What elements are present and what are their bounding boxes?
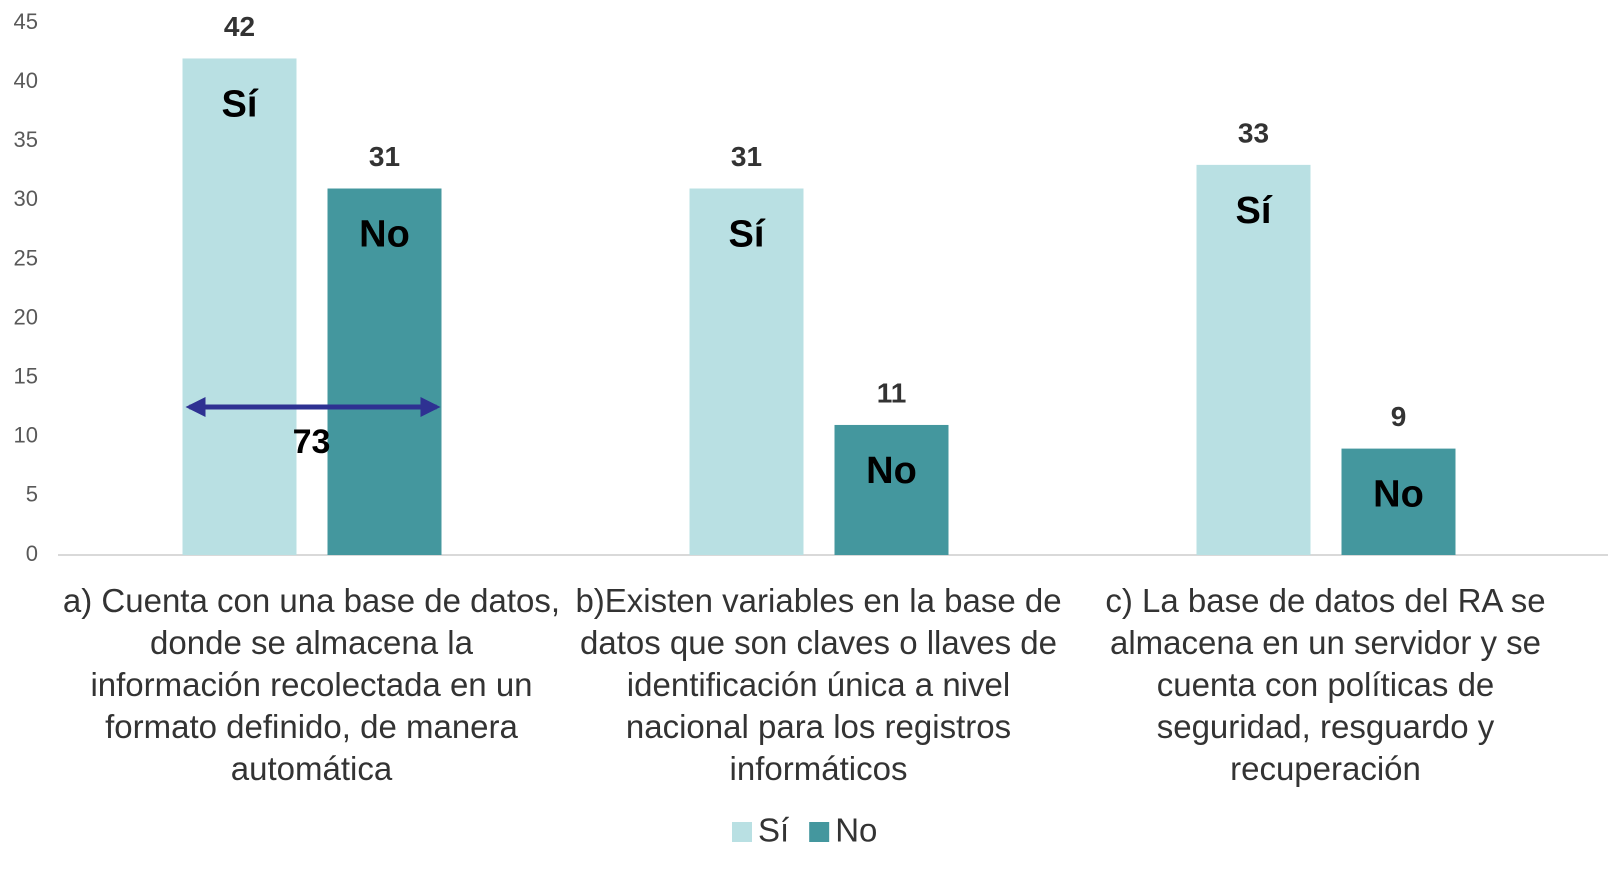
x-tick-label: c) La base de datos del RA se almacena e…: [1105, 582, 1546, 787]
bar-label: No: [1373, 474, 1424, 516]
value-label: 31: [369, 141, 400, 172]
value-label: 9: [1391, 401, 1407, 432]
bar: [689, 188, 804, 555]
y-tick-label: 10: [14, 423, 38, 448]
y-tick-label: 45: [14, 9, 38, 34]
bar-label: No: [866, 450, 917, 492]
y-tick-label: 35: [14, 127, 38, 152]
legend-swatch: [809, 822, 830, 842]
legend-label: No: [835, 812, 877, 849]
legend-label: Sí: [758, 812, 789, 849]
value-label: 42: [224, 11, 255, 42]
value-label: 31: [731, 141, 762, 172]
y-tick-label: 20: [14, 304, 38, 329]
y-tick-label: 15: [14, 363, 38, 388]
value-label: 33: [1238, 117, 1269, 148]
bar: [327, 188, 442, 555]
bar: [834, 424, 949, 555]
y-tick-label: 0: [26, 541, 38, 566]
bar-label: Sí: [1236, 190, 1273, 232]
x-tick-label: a) Cuenta con una base de datos, donde s…: [62, 582, 561, 787]
bar: [182, 58, 297, 555]
x-tick-label: b)Existen variables en la base de datos …: [575, 582, 1062, 787]
y-tick-label: 25: [14, 245, 38, 270]
y-tick-label: 5: [26, 482, 38, 507]
bar: [1341, 448, 1456, 555]
bar-label: No: [359, 214, 410, 256]
legend-swatch: [732, 822, 752, 842]
y-tick-label: 30: [14, 186, 38, 211]
value-label: 11: [877, 377, 907, 408]
annotation: 73: [293, 423, 331, 461]
bar: [1196, 164, 1311, 555]
bar-label: Sí: [729, 214, 766, 256]
bar-label: Sí: [222, 83, 259, 125]
y-tick-label: 40: [14, 68, 38, 93]
